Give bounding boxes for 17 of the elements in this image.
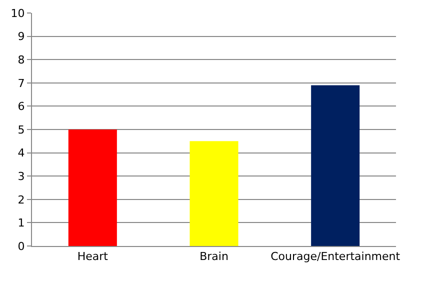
x-tick-label: Brain	[200, 250, 228, 264]
x-tick-label: Courage/Entertainment	[270, 250, 401, 264]
y-tick-label: 9	[18, 30, 25, 44]
y-tick-label: 0	[18, 240, 25, 253]
y-tick-label: 7	[18, 76, 25, 90]
bar	[190, 141, 238, 246]
y-tick-label: 5	[18, 123, 25, 136]
bar	[311, 85, 360, 246]
y-tick-label: 6	[18, 100, 25, 114]
y-tick-label: 1	[18, 216, 25, 230]
y-tick-label: 3	[18, 170, 25, 183]
y-tick-label: 2	[18, 193, 25, 206]
x-tick-label: Heart	[77, 250, 109, 264]
y-tick-label: 8	[18, 53, 25, 66]
y-tick-label: 4	[18, 146, 25, 160]
y-tick-label: 10	[10, 6, 25, 20]
bar	[68, 130, 117, 246]
